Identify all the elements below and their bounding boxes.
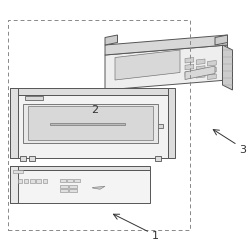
Polygon shape <box>105 35 228 55</box>
Polygon shape <box>70 184 77 188</box>
Polygon shape <box>92 186 105 189</box>
Polygon shape <box>70 189 77 192</box>
Polygon shape <box>67 179 72 182</box>
Polygon shape <box>185 58 194 63</box>
Polygon shape <box>28 106 152 140</box>
Text: 3: 3 <box>239 145 246 155</box>
Polygon shape <box>208 67 216 73</box>
Polygon shape <box>196 59 205 64</box>
Polygon shape <box>145 124 162 128</box>
Polygon shape <box>215 35 228 45</box>
Polygon shape <box>10 166 150 170</box>
Polygon shape <box>10 170 150 202</box>
Polygon shape <box>155 156 161 161</box>
Polygon shape <box>30 179 34 182</box>
Polygon shape <box>10 166 18 202</box>
Polygon shape <box>10 95 168 158</box>
Polygon shape <box>105 45 228 90</box>
Text: 1: 1 <box>152 231 158 241</box>
Polygon shape <box>22 104 158 142</box>
Polygon shape <box>10 88 18 158</box>
Polygon shape <box>24 179 28 182</box>
Polygon shape <box>185 64 194 70</box>
Polygon shape <box>36 179 41 182</box>
Polygon shape <box>20 156 26 161</box>
Polygon shape <box>222 45 232 90</box>
Polygon shape <box>25 96 42 100</box>
Polygon shape <box>105 35 118 45</box>
Polygon shape <box>18 179 22 182</box>
Polygon shape <box>60 189 68 192</box>
Polygon shape <box>29 156 35 161</box>
Polygon shape <box>74 179 80 182</box>
Polygon shape <box>185 71 194 76</box>
Polygon shape <box>50 122 125 125</box>
Polygon shape <box>196 66 205 71</box>
Polygon shape <box>42 179 47 182</box>
Polygon shape <box>60 184 68 188</box>
Polygon shape <box>168 88 175 158</box>
Polygon shape <box>196 72 205 78</box>
Text: 2: 2 <box>92 105 98 115</box>
Polygon shape <box>115 50 180 80</box>
Polygon shape <box>185 66 215 80</box>
Polygon shape <box>10 88 168 95</box>
Polygon shape <box>208 60 216 66</box>
Polygon shape <box>60 179 66 182</box>
Polygon shape <box>12 170 22 173</box>
Polygon shape <box>208 74 216 80</box>
